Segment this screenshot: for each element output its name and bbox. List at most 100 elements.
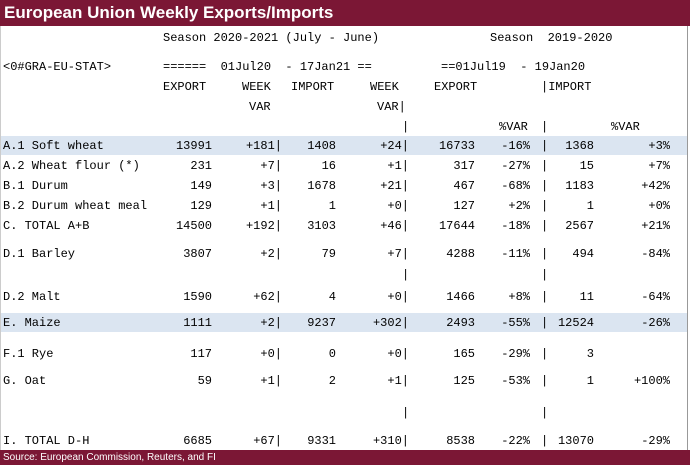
cell-import-prior: 12524 xyxy=(557,316,594,330)
cell-pct-import: +21% xyxy=(641,219,670,233)
table-row: A.1 Soft wheat 13991 +181| 1408 +24| 16733 -16… xyxy=(3,139,670,153)
cell-label: I. TOTAL D-H xyxy=(3,434,90,448)
season-header-line: Season 2020-2021 (July - June) Season 20… xyxy=(0,29,690,47)
cell-week-var2: +0| xyxy=(387,347,409,361)
cell-week-var: +67| xyxy=(253,434,282,448)
cell-pct-export: -27% xyxy=(501,159,530,173)
cell-pct-export: +2% xyxy=(508,199,530,213)
cell-pct-import: +3% xyxy=(648,139,670,153)
table-row: A.2 Wheat flour (*) 231 +7| 16 +1| 317 -27% 15 +… xyxy=(3,159,670,173)
cell-import: 9331 xyxy=(307,434,336,448)
cell-week-var2: +0| xyxy=(387,290,409,304)
cell-import: 9237 xyxy=(307,316,336,330)
cell-import-prior: 1183 xyxy=(565,179,594,193)
cell-week-var: +181| xyxy=(245,139,282,153)
cell-week-var2: +21| xyxy=(380,179,409,193)
pct-var-import: %VAR xyxy=(611,120,640,134)
cell-import-prior: 2567 xyxy=(565,219,594,233)
cell-label: A.1 Soft wheat xyxy=(3,139,104,153)
cell-import: 1408 xyxy=(307,139,336,153)
pct-var-export: %VAR xyxy=(499,120,528,134)
cell-export: 1111 xyxy=(183,316,212,330)
pct-header-line: | %VAR | %VAR xyxy=(402,120,640,134)
cell-week-var2: +302| xyxy=(372,316,409,330)
cell-import: 79 xyxy=(321,247,336,261)
cell-label: E. Maize xyxy=(3,316,61,330)
cell-pct-import: -29% xyxy=(641,434,670,448)
cell-import-prior: 1368 xyxy=(565,139,594,153)
table-row: D.1 Barley 3807 +2| 79 +7| 4288 -11% 494 -84% | xyxy=(3,247,670,261)
range-prior: ==01Jul19 - 19Jan20 xyxy=(441,60,586,74)
cell-pct-export: -16% xyxy=(501,139,530,153)
cell-export-prior: 17644 xyxy=(438,219,475,233)
cell-pct-export: +8% xyxy=(508,290,530,304)
cell-label: B.1 Durum xyxy=(3,179,68,193)
cell-week-var2: +46| xyxy=(380,219,409,233)
table-row: B.1 Durum 149 +3| 1678 +21| 467 -68% 1183 +42% | xyxy=(3,179,670,193)
cell-import-prior: 494 xyxy=(572,247,594,261)
table-row: G. Oat 59 +1| 2 +1| 125 -53% 1 +100% | xyxy=(3,374,670,388)
cell-export-prior: 16733 xyxy=(438,139,475,153)
col-week-2: WEEK xyxy=(370,80,399,94)
cell-label: D.2 Malt xyxy=(3,290,61,304)
cell-export-prior: 2493 xyxy=(446,316,475,330)
cell-import: 16 xyxy=(321,159,336,173)
cell-pct-export: -29% xyxy=(501,347,530,361)
cell-label: G. Oat xyxy=(3,374,47,388)
cell-import: 3103 xyxy=(307,219,336,233)
cell-label: C. TOTAL A+B xyxy=(3,219,90,233)
cell-label: B.2 Durum wheat meal xyxy=(3,199,148,213)
cell-export: 6685 xyxy=(183,434,212,448)
cell-export-prior: 8538 xyxy=(446,434,475,448)
cell-pct-import: +100% xyxy=(633,374,670,388)
cell-pct-import: -26% xyxy=(641,316,670,330)
cell-import: 2 xyxy=(328,374,336,388)
cell-pct-import: -64% xyxy=(641,290,670,304)
col-import: IMPORT xyxy=(291,80,335,94)
cell-week-var: +192| xyxy=(245,219,282,233)
highlight-band-maize xyxy=(1,313,687,332)
cell-export: 231 xyxy=(190,159,212,173)
source-footer: Source: European Commission, Reuters, an… xyxy=(0,450,690,465)
ric-code: <0#GRA-EU-STAT> xyxy=(3,60,112,74)
cell-import-prior: 15 xyxy=(579,159,594,173)
cell-pct-export: -22% xyxy=(501,434,530,448)
cell-pct-import: +0% xyxy=(648,199,670,213)
cell-export-prior: 125 xyxy=(453,374,475,388)
cell-label: D.1 Barley xyxy=(3,247,76,261)
cell-pct-export: -68% xyxy=(501,179,530,193)
cell-week-var2: +7| xyxy=(387,247,409,261)
cell-export-prior: 4288 xyxy=(446,247,475,261)
cell-week-var: +7| xyxy=(260,159,282,173)
cell-pct-export: -53% xyxy=(501,374,530,388)
cell-pct-export: -11% xyxy=(501,247,530,261)
cell-week-var2: +1| xyxy=(387,159,409,173)
col-import-prior: |IMPORT xyxy=(541,80,592,94)
cell-export: 3807 xyxy=(183,247,212,261)
table-row: D.2 Malt 1590 +62| 4 +0| 1466 +8% 11 -64% | xyxy=(3,290,670,304)
cell-export: 59 xyxy=(197,374,212,388)
cell-label: F.1 Rye xyxy=(3,347,54,361)
col-export: EXPORT xyxy=(163,80,207,94)
col-var-2: VAR| xyxy=(377,100,406,114)
cell-week-var2: +24| xyxy=(380,139,409,153)
cell-export: 149 xyxy=(190,179,212,193)
cell-import: 0 xyxy=(328,347,336,361)
report-title: European Union Weekly Exports/Imports xyxy=(0,0,690,26)
cell-export: 1590 xyxy=(183,290,212,304)
cell-week-var: +3| xyxy=(260,179,282,193)
cell-week-var: +2| xyxy=(260,247,282,261)
cell-export-prior: 317 xyxy=(453,159,475,173)
cell-import-prior: 3 xyxy=(586,347,594,361)
cell-pct-import: +42% xyxy=(641,179,670,193)
highlight-band-soft-wheat xyxy=(1,136,687,155)
cell-import: 1678 xyxy=(307,179,336,193)
cell-week-var2: +0| xyxy=(387,199,409,213)
cell-week-var2: +310| xyxy=(372,434,409,448)
cell-export: 117 xyxy=(190,347,212,361)
cell-import-prior: 1 xyxy=(586,374,594,388)
cell-export-prior: 165 xyxy=(453,347,475,361)
cell-export-prior: 1466 xyxy=(446,290,475,304)
column-header-line: EXPORT WEEK IMPORT WEEK EXPORT |IMPORT xyxy=(0,78,690,96)
cell-import-prior: 13070 xyxy=(557,434,594,448)
